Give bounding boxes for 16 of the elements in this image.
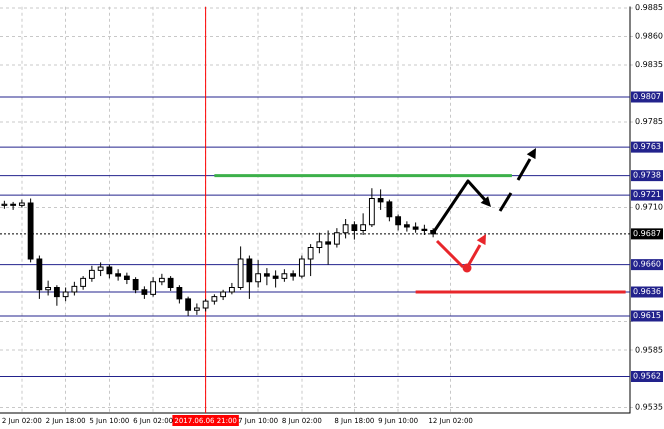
ref-line-label: 0.9660 (633, 260, 661, 269)
y-tick-label: 0.9585 (635, 345, 663, 354)
y-tick-label: 0.9785 (635, 117, 663, 126)
ref-line-label: 0.9763 (633, 142, 661, 152)
ref-line-label: 0.9636 (633, 287, 661, 296)
y-tick-label: 0.9860 (635, 32, 663, 41)
ref-line-label: 0.9562 (633, 372, 661, 381)
y-tick-label: 0.9885 (635, 3, 663, 12)
y-tick-label: 0.9710 (635, 202, 663, 212)
ref-line-label: 0.9687 (633, 228, 661, 238)
ref-line-label: 0.9738 (633, 170, 661, 180)
y-tick-label: 0.9835 (635, 60, 663, 70)
ref-line-label: 0.9721 (633, 190, 661, 200)
ref-line-label: 0.9807 (633, 92, 661, 102)
y-tick-label: 0.9535 (635, 402, 663, 412)
ref-line-label: 0.9615 (633, 311, 661, 320)
